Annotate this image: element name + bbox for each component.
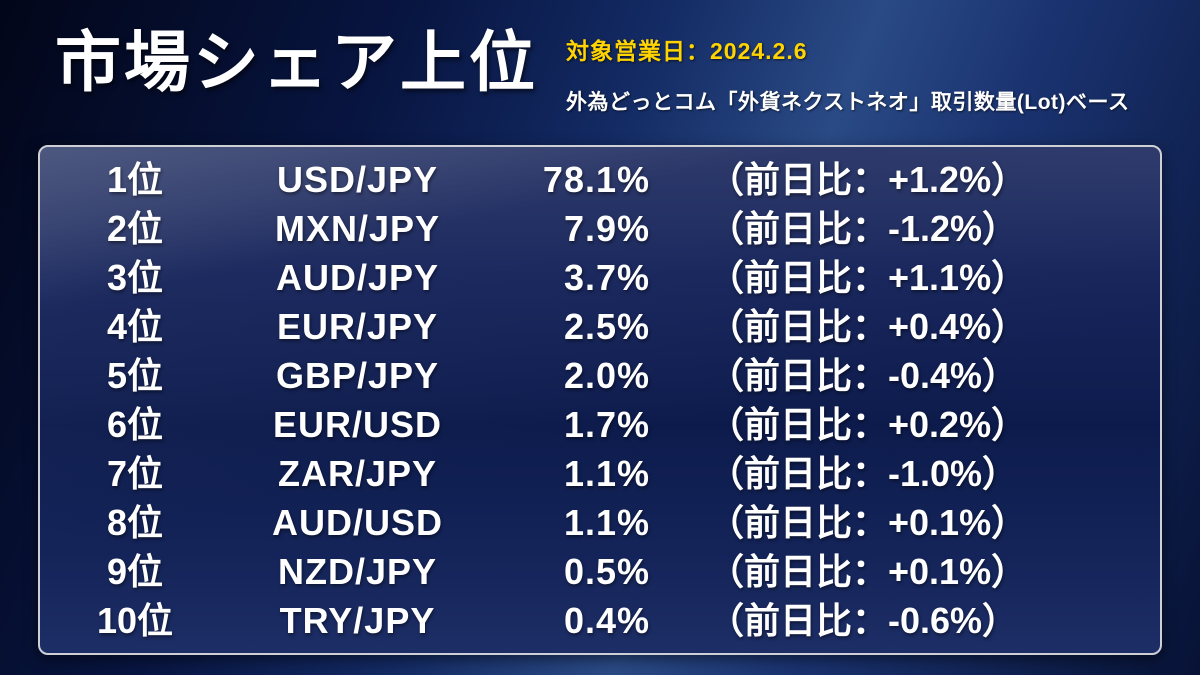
change-cell: （前日比：-0.4%） <box>708 354 1019 396</box>
change-cell: （前日比：+1.2%） <box>708 158 1028 200</box>
pair-cell: EUR/USD <box>272 403 443 445</box>
rank-cell: 7位 <box>106 452 164 494</box>
table-row-7: 7位 ZAR/JPY 1.1% （前日比：-1.0%） <box>40 454 1160 494</box>
rank-cell: 9位 <box>106 550 164 592</box>
change-cell: （前日比：+0.4%） <box>708 305 1028 347</box>
share-cell: 1.1% <box>563 452 650 494</box>
share-cell: 2.5% <box>563 305 650 347</box>
change-cell: （前日比：-0.6%） <box>708 599 1019 641</box>
pair-cell: AUD/JPY <box>275 256 440 298</box>
pair-cell: USD/JPY <box>276 158 439 200</box>
header-info: 対象営業日：2024.2.6 外為どっとコム「外貨ネクストネオ」取引数量(Lot… <box>566 18 1129 116</box>
pair-cell: EUR/JPY <box>276 305 439 347</box>
pair-cell: NZD/JPY <box>277 550 438 592</box>
rank-cell: 1位 <box>106 158 164 200</box>
source-label: 外為どっとコム「外貨ネクストネオ」取引数量(Lot)ベース <box>566 91 1130 114</box>
pair-cell: TRY/JPY <box>279 599 436 641</box>
change-cell: （前日比：+0.2%） <box>708 403 1028 445</box>
table-row-9: 9位 NZD/JPY 0.5% （前日比：+0.1%） <box>40 552 1160 592</box>
page-title: 市場シェア上位 <box>55 25 538 99</box>
rank-cell: 3位 <box>106 256 164 298</box>
table-row-6: 6位 EUR/USD 1.7% （前日比：+0.2%） <box>40 405 1160 445</box>
share-cell: 1.1% <box>563 501 650 543</box>
share-cell: 3.7% <box>563 256 650 298</box>
table-row-8: 8位 AUD/USD 1.1% （前日比：+0.1%） <box>40 503 1160 543</box>
pair-cell: MXN/JPY <box>274 207 441 249</box>
share-cell: 2.0% <box>563 354 650 396</box>
change-cell: （前日比：+0.1%） <box>708 550 1028 592</box>
rank-cell: 6位 <box>106 403 164 445</box>
ranking-table: 1位 USD/JPY 78.1% （前日比：+1.2%） 2位 MXN/JPY … <box>38 145 1162 655</box>
pair-cell: GBP/JPY <box>275 354 440 396</box>
change-cell: （前日比：-1.2%） <box>708 207 1019 249</box>
table-row-1: 1位 USD/JPY 78.1% （前日比：+1.2%） <box>40 160 1160 200</box>
share-cell: 0.5% <box>563 550 650 592</box>
share-cell: 0.4% <box>563 599 650 641</box>
table-row-10: 10位 TRY/JPY 0.4% （前日比：-0.6%） <box>40 601 1160 641</box>
share-cell: 1.7% <box>563 403 650 445</box>
share-cell: 78.1% <box>542 158 650 200</box>
header: 市場シェア上位 対象営業日：2024.2.6 外為どっとコム「外貨ネクストネオ」… <box>55 18 1170 116</box>
pair-cell: ZAR/JPY <box>277 452 438 494</box>
change-cell: （前日比：+1.1%） <box>708 256 1028 298</box>
rank-cell: 10位 <box>96 599 174 641</box>
table-row-2: 2位 MXN/JPY 7.9% （前日比：-1.2%） <box>40 209 1160 249</box>
change-cell: （前日比：-1.0%） <box>708 452 1019 494</box>
table-row-4: 4位 EUR/JPY 2.5% （前日比：+0.4%） <box>40 307 1160 347</box>
rank-cell: 5位 <box>106 354 164 396</box>
business-date-label: 対象営業日：2024.2.6 <box>566 38 808 64</box>
pair-cell: AUD/USD <box>271 501 443 543</box>
share-cell: 7.9% <box>563 207 650 249</box>
rank-cell: 8位 <box>106 501 164 543</box>
change-cell: （前日比：+0.1%） <box>708 501 1028 543</box>
table-row-3: 3位 AUD/JPY 3.7% （前日比：+1.1%） <box>40 258 1160 298</box>
rank-cell: 4位 <box>106 305 164 347</box>
table-row-5: 5位 GBP/JPY 2.0% （前日比：-0.4%） <box>40 356 1160 396</box>
rank-cell: 2位 <box>106 207 164 249</box>
